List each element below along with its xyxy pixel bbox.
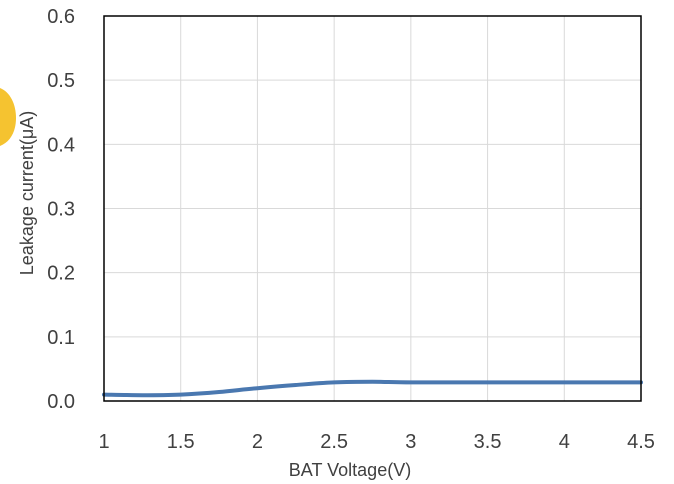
x-tick-label: 1	[98, 431, 109, 453]
series-line	[102, 379, 643, 398]
y-tick-label: 0.1	[47, 327, 75, 349]
x-tick-label: 1.5	[167, 431, 195, 453]
y-tick-labels: 0.0 0.1 0.2 0.3 0.4 0.5 0.6	[47, 6, 75, 413]
decorative-blob	[0, 88, 16, 146]
y-tick-label: 0.0	[47, 391, 75, 413]
series-group	[102, 379, 643, 398]
x-tick-label: 4	[559, 431, 570, 453]
y-axis-title: Leakage current(μA)	[17, 111, 37, 275]
y-tick-label: 0.5	[47, 70, 75, 92]
x-tick-label: 2	[252, 431, 263, 453]
y-tick-label: 0.2	[47, 263, 75, 285]
x-tick-labels: 1 1.5 2 2.5 3 3.5 4 4.5	[98, 431, 654, 453]
plot-frame	[103, 15, 642, 402]
y-tick-label: 0.4	[47, 134, 75, 156]
y-tick-label: 0.6	[47, 6, 75, 28]
x-tick-label: 2.5	[320, 431, 348, 453]
x-tick-label: 3	[405, 431, 416, 453]
x-tick-label: 4.5	[627, 431, 655, 453]
gridlines	[104, 16, 641, 401]
x-axis-title: BAT Voltage(V)	[289, 460, 411, 480]
x-tick-label: 3.5	[474, 431, 502, 453]
y-tick-label: 0.3	[47, 199, 75, 221]
